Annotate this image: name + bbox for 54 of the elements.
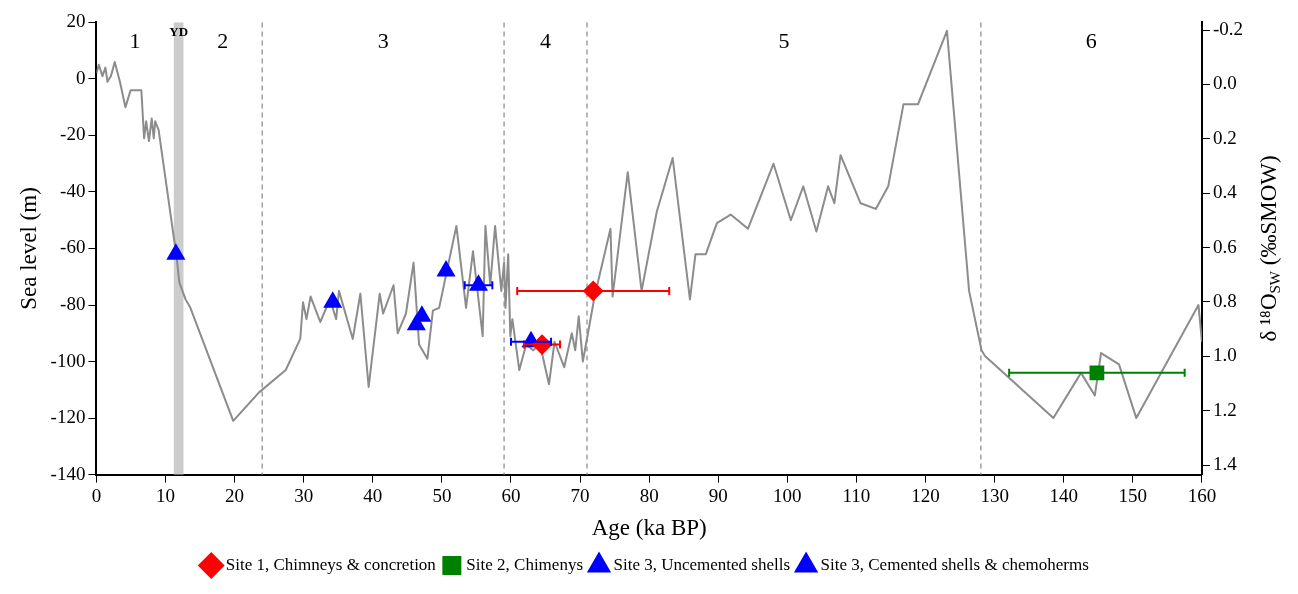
- legend-label: Site 2, Chimenys: [466, 554, 584, 574]
- y-tick-label: -120: [50, 406, 86, 428]
- y2-tick-label: -0.2: [1212, 18, 1243, 39]
- y-tick-label: -80: [60, 293, 86, 315]
- y-tick-label: -60: [60, 236, 86, 258]
- y-tick-label: -20: [60, 123, 86, 145]
- band-label: YD: [169, 24, 189, 40]
- y2-tick-label: 0.0: [1212, 72, 1237, 94]
- annotation: 2: [217, 28, 229, 54]
- x-tick-label: 130: [980, 484, 1009, 506]
- annotation: 5: [778, 28, 790, 54]
- y2-tick-label: 0.8: [1212, 289, 1237, 311]
- y2-tick-label: 1.2: [1212, 398, 1237, 420]
- x-tick-label: 20: [225, 484, 245, 506]
- x-tick-label: 10: [156, 484, 176, 506]
- y2-tick-label: 0.2: [1212, 126, 1237, 148]
- y2-axis-title: δ ¹⁸OSW (‰SMOW): [1256, 155, 1283, 342]
- point: [323, 292, 342, 308]
- legend-label: Site 3, Uncemented shells: [613, 554, 791, 574]
- y-axis-title: Sea level (m): [15, 187, 41, 310]
- x-tick-label: 0: [91, 484, 102, 506]
- y2-tick-label: 0.4: [1212, 181, 1238, 203]
- x-tick-label: 40: [363, 484, 383, 506]
- x-tick-label: 150: [1118, 484, 1148, 506]
- x-tick-label: 120: [911, 484, 940, 506]
- annotation: 4: [540, 28, 552, 54]
- y2-tick-label: 1.0: [1212, 344, 1237, 366]
- annotation: 3: [377, 28, 389, 54]
- x-axis-title: Age (ka BP): [591, 515, 707, 541]
- y-tick-label: -40: [60, 179, 86, 201]
- x-tick-label: 110: [842, 484, 871, 506]
- legend-label: Site 1, Chimneys & concretion: [225, 554, 437, 574]
- annotation: 1: [129, 28, 141, 54]
- y2-tick-label: 1.4: [1212, 453, 1238, 475]
- point: [167, 244, 185, 260]
- point: [413, 306, 431, 322]
- x-tick-label: 140: [1049, 484, 1078, 506]
- legend-label: Site 3, Cemented shells & chemoherms: [820, 554, 1089, 574]
- x-tick-label: 80: [639, 484, 659, 506]
- y-tick-label: -100: [50, 349, 86, 371]
- x-tick-label: 90: [708, 484, 728, 506]
- y2-tick-label: 0.6: [1212, 235, 1237, 257]
- x-tick-label: 160: [1187, 484, 1217, 506]
- annotation: 6: [1085, 28, 1097, 54]
- x-tick-label: 100: [773, 484, 802, 506]
- y-tick-label: -140: [50, 462, 86, 484]
- point: [437, 261, 455, 277]
- x-tick-label: 50: [432, 484, 452, 506]
- point: [469, 275, 488, 291]
- x-tick-label: 30: [294, 484, 314, 506]
- y-tick-label: 20: [66, 10, 86, 32]
- y-tick-label: 0: [75, 66, 86, 88]
- x-tick-label: 60: [501, 484, 521, 506]
- x-tick-label: 70: [570, 484, 590, 506]
